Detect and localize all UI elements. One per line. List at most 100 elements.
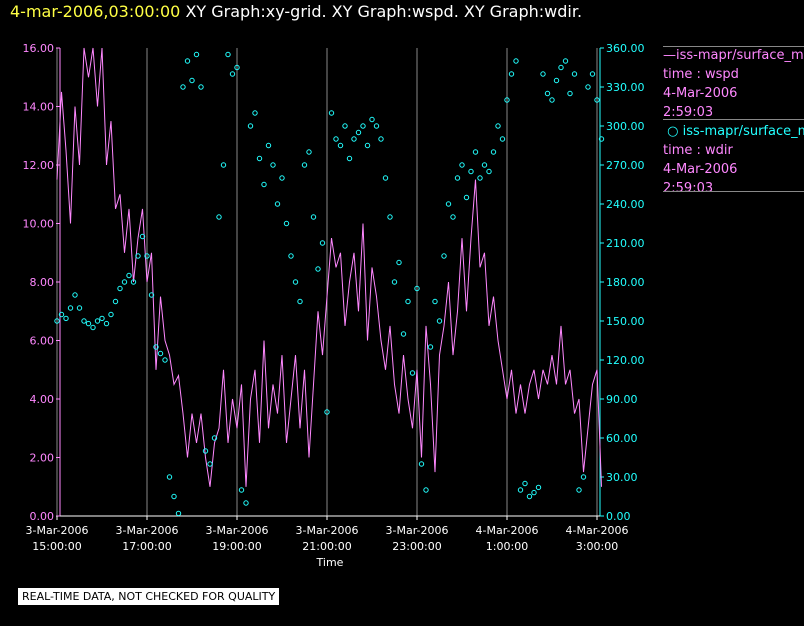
wdir-point-106 bbox=[531, 489, 537, 496]
wdir-point-96 bbox=[486, 168, 492, 175]
wdir-point-24 bbox=[162, 357, 168, 363]
right-tick-label-1: 30.00 bbox=[606, 471, 638, 484]
wdir-point-117 bbox=[580, 474, 587, 480]
wdir-point-10 bbox=[99, 315, 105, 322]
wdir-point-5 bbox=[76, 305, 83, 311]
chart-header: 4-mar-2006,03:00:00 XY Graph:xy-grid. XY… bbox=[10, 2, 582, 21]
wdir-point-8 bbox=[90, 324, 96, 331]
wdir-point-43 bbox=[247, 123, 254, 129]
wdir-point-76 bbox=[396, 259, 402, 266]
legend-series2-date: 4-Mar-2006 bbox=[663, 162, 738, 177]
left-tick-label-1: 2.00 bbox=[30, 452, 55, 465]
wdir-point-87 bbox=[445, 201, 452, 207]
legend-divider-top bbox=[663, 46, 804, 47]
x-tick-label-date-4: 3-Mar-2006 bbox=[386, 524, 449, 537]
wdir-point-82 bbox=[423, 487, 429, 493]
left-tick-label-2: 4.00 bbox=[30, 393, 55, 406]
legend-series2-name: iss-mapr/surface_m bbox=[682, 124, 804, 139]
wdir-point-112 bbox=[558, 64, 564, 71]
wdir-point-116 bbox=[576, 487, 582, 493]
wdir-point-49 bbox=[274, 201, 281, 207]
wdir-point-85 bbox=[436, 318, 443, 324]
wdir-point-38 bbox=[225, 51, 231, 58]
wdir-point-83 bbox=[427, 344, 434, 350]
left-tick-label-8: 16.00 bbox=[23, 42, 55, 55]
wdir-point-70 bbox=[369, 116, 375, 123]
wdir-point-22 bbox=[153, 344, 159, 350]
wdir-point-39 bbox=[229, 71, 236, 77]
wdir-point-18 bbox=[135, 253, 141, 259]
wdir-point-62 bbox=[333, 136, 339, 142]
right-tick-label-9: 270.00 bbox=[606, 159, 645, 172]
wdir-point-101 bbox=[508, 71, 515, 77]
wdir-point-118 bbox=[585, 84, 591, 90]
wdir-point-99 bbox=[499, 136, 506, 142]
wdir-point-58 bbox=[315, 266, 321, 272]
wdir-point-107 bbox=[535, 484, 542, 491]
wdir-point-29 bbox=[184, 58, 191, 64]
x-tick-label-time-0: 15:00:00 bbox=[32, 540, 81, 553]
wdir-point-77 bbox=[400, 331, 407, 337]
wdir-point-44 bbox=[252, 110, 258, 116]
wdir-point-79 bbox=[409, 370, 416, 376]
x-tick-label-time-5: 1:00:00 bbox=[486, 540, 528, 553]
wdir-point-11 bbox=[103, 320, 110, 327]
wdir-point-23 bbox=[157, 350, 164, 357]
wdir-point-2 bbox=[63, 315, 69, 322]
wdir-point-97 bbox=[490, 149, 497, 155]
right-tick-label-10: 300.00 bbox=[606, 120, 645, 133]
wdir-point-69 bbox=[364, 142, 371, 149]
wdir-point-50 bbox=[279, 175, 285, 181]
legend-series1-clock: 2:59:03 bbox=[663, 105, 714, 120]
left-tick-label-6: 12.00 bbox=[23, 159, 55, 172]
wdir-point-104 bbox=[522, 480, 528, 487]
wdir-point-119 bbox=[589, 71, 596, 77]
left-tick-label-5: 10.00 bbox=[23, 218, 55, 231]
x-tick-label-date-6: 4-Mar-2006 bbox=[566, 524, 629, 537]
x-tick-label-date-2: 3-Mar-2006 bbox=[206, 524, 269, 537]
wdir-point-53 bbox=[292, 279, 299, 285]
x-tick-label-time-1: 17:00:00 bbox=[122, 540, 171, 553]
wdir-point-89 bbox=[454, 175, 461, 181]
wdir-point-46 bbox=[261, 181, 267, 188]
left-tick-label-7: 14.00 bbox=[23, 101, 55, 114]
wdir-point-45 bbox=[256, 155, 263, 162]
right-tick-label-6: 180.00 bbox=[606, 276, 645, 289]
right-tick-label-3: 90.00 bbox=[606, 393, 638, 406]
right-tick-label-2: 60.00 bbox=[606, 432, 638, 445]
wdir-point-110 bbox=[549, 97, 555, 103]
wdir-point-102 bbox=[513, 58, 519, 64]
x-tick-label-date-3: 3-Mar-2006 bbox=[296, 524, 359, 537]
x-tick-label-time-3: 21:00:00 bbox=[302, 540, 351, 553]
wdir-point-32 bbox=[198, 84, 204, 90]
timestamp: 4-mar-2006,03:00:00 bbox=[10, 2, 181, 21]
right-tick-label-0: 0.00 bbox=[606, 510, 631, 523]
wdir-point-56 bbox=[306, 149, 312, 155]
wdir-point-88 bbox=[450, 214, 456, 220]
wdir-point-63 bbox=[337, 142, 344, 149]
wdir-point-120 bbox=[594, 97, 600, 103]
x-tick-label-time-4: 23:00:00 bbox=[392, 540, 441, 553]
wdir-point-75 bbox=[391, 279, 398, 285]
wdir-point-91 bbox=[463, 194, 470, 201]
x-tick-label-date-5: 4-Mar-2006 bbox=[476, 524, 539, 537]
legend-series1-line-icon: — bbox=[663, 48, 676, 63]
wdir-point-21 bbox=[148, 292, 155, 298]
wdir-point-66 bbox=[351, 136, 357, 142]
wdir-point-67 bbox=[355, 129, 362, 136]
wdir-point-41 bbox=[238, 487, 245, 493]
wdir-point-93 bbox=[472, 149, 479, 155]
wdir-point-71 bbox=[373, 123, 380, 129]
wdir-point-0 bbox=[54, 318, 60, 324]
wdir-point-81 bbox=[418, 461, 425, 467]
wdir-point-68 bbox=[360, 123, 366, 129]
wdir-point-37 bbox=[220, 162, 227, 168]
legend-series1-time: time : wspd bbox=[663, 67, 739, 82]
wdir-point-17 bbox=[130, 279, 137, 285]
right-tick-label-8: 240.00 bbox=[606, 198, 645, 211]
wdir-point-121 bbox=[598, 136, 605, 142]
wdir-point-72 bbox=[378, 136, 384, 142]
wdir-point-113 bbox=[562, 58, 569, 64]
legend-series2-marker-icon: ○ bbox=[663, 124, 683, 139]
